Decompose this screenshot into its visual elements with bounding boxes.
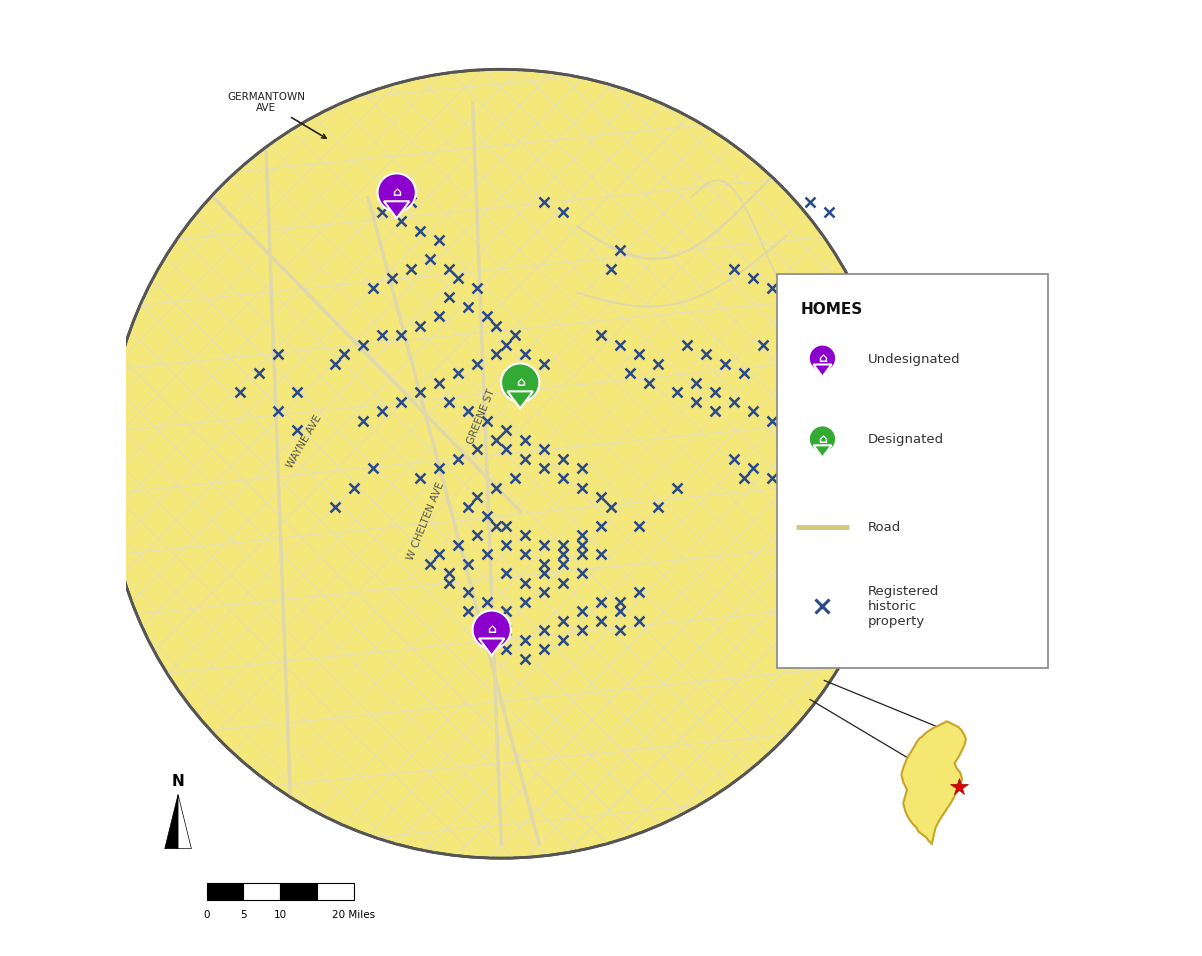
Polygon shape <box>472 611 511 649</box>
Polygon shape <box>809 425 837 453</box>
Text: WAYNE AVE: WAYNE AVE <box>285 413 323 470</box>
Polygon shape <box>814 445 832 458</box>
Polygon shape <box>507 391 532 408</box>
Polygon shape <box>478 639 505 656</box>
Text: 20 Miles: 20 Miles <box>332 910 375 921</box>
Polygon shape <box>501 363 540 402</box>
Text: HOMES: HOMES <box>801 302 863 317</box>
Bar <box>243 883 280 900</box>
Text: ⌂: ⌂ <box>487 623 496 636</box>
Text: N: N <box>172 773 184 789</box>
Text: ⌂: ⌂ <box>817 352 827 365</box>
Bar <box>317 883 353 900</box>
Text: Registered
historic
property: Registered historic property <box>868 585 940 628</box>
Circle shape <box>107 69 895 858</box>
Bar <box>776 273 1048 668</box>
Polygon shape <box>383 202 410 218</box>
Text: GREENE ST: GREENE ST <box>465 387 496 445</box>
Text: 5: 5 <box>240 910 246 921</box>
Text: 10: 10 <box>274 910 287 921</box>
Text: ⌂: ⌂ <box>392 186 401 199</box>
Text: ⌂: ⌂ <box>817 432 827 445</box>
Bar <box>280 883 317 900</box>
Text: GERMANTOWN
AVE: GERMANTOWN AVE <box>227 92 326 139</box>
Polygon shape <box>165 794 178 849</box>
Polygon shape <box>178 794 191 849</box>
Text: W CHELTEN AVE: W CHELTEN AVE <box>406 480 446 561</box>
Text: Road: Road <box>868 521 902 533</box>
Polygon shape <box>377 173 416 211</box>
Text: 0: 0 <box>203 910 210 921</box>
Bar <box>207 883 243 900</box>
Polygon shape <box>814 364 832 377</box>
Polygon shape <box>902 722 966 844</box>
Text: ⌂: ⌂ <box>516 376 525 389</box>
Polygon shape <box>809 344 837 372</box>
Text: Undesignated: Undesignated <box>868 353 960 366</box>
Text: Designated: Designated <box>868 433 945 446</box>
